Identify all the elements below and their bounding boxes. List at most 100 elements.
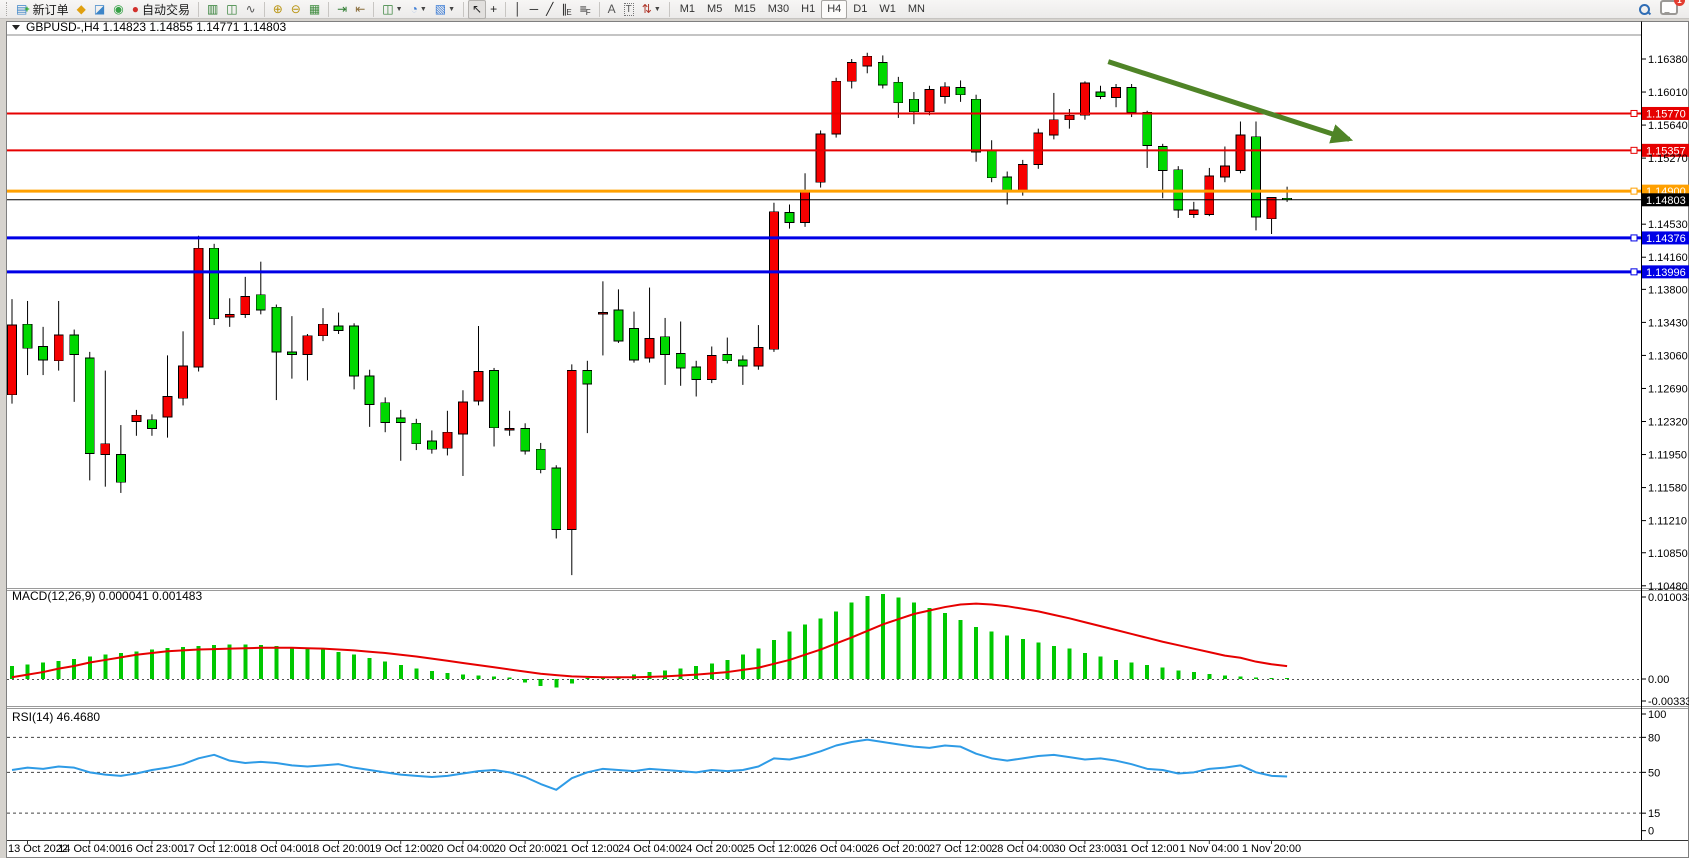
macd-histogram-bar bbox=[10, 665, 14, 679]
rsi-axis-label: 15 bbox=[1648, 808, 1660, 820]
macd-histogram-bar bbox=[849, 602, 854, 679]
candle-bullish bbox=[224, 313, 235, 318]
macd-histogram-bar bbox=[554, 679, 559, 688]
vertical-line-button[interactable]: │ bbox=[510, 0, 526, 19]
chart-bars-button[interactable]: ▥ bbox=[203, 0, 222, 19]
crosshair-button[interactable]: + bbox=[486, 0, 501, 19]
macd-histogram-bar bbox=[1269, 678, 1274, 679]
news-signal-button[interactable]: ◉ bbox=[109, 0, 127, 19]
period-selector-button[interactable]: ◔ ▼ bbox=[407, 0, 431, 19]
new-order-button[interactable]: ▤+ 新订单 bbox=[12, 0, 73, 19]
line-handle[interactable] bbox=[1630, 268, 1638, 276]
line-handle[interactable] bbox=[1630, 146, 1638, 154]
template-selector-icon: ▧ bbox=[434, 1, 447, 16]
line-handle[interactable] bbox=[1630, 234, 1638, 242]
line-handle[interactable] bbox=[1630, 187, 1638, 195]
candle-bearish bbox=[551, 467, 562, 530]
line-handle[interactable] bbox=[1630, 109, 1638, 117]
zoom-out-button[interactable]: ⊖ bbox=[287, 0, 305, 19]
cursor-button[interactable]: ↖ bbox=[468, 0, 487, 19]
tf-h4-button[interactable]: H4 bbox=[821, 0, 848, 19]
candle-bullish bbox=[1204, 175, 1215, 215]
new-chart-icon: ◫ bbox=[382, 1, 394, 16]
zoom-out-icon: ⊖ bbox=[290, 1, 301, 16]
macd-histogram-bar bbox=[1067, 648, 1072, 679]
tf-m15-button[interactable]: M15 bbox=[734, 3, 756, 15]
template-selector-button[interactable]: ▧ ▼ bbox=[431, 0, 459, 19]
macd-pane[interactable] bbox=[7, 594, 1641, 688]
tile-windows-button[interactable]: ▦ bbox=[305, 0, 324, 19]
chart-collapse-icon[interactable] bbox=[12, 25, 20, 30]
text-button[interactable]: A bbox=[604, 0, 620, 19]
macd-histogram-bar bbox=[445, 672, 450, 679]
chart-window[interactable]: 1.157701.153571.149001.143761.139961.148… bbox=[0, 19, 1689, 858]
fibonacci-button[interactable]: ≡ F bbox=[576, 0, 595, 19]
toolbar-separator bbox=[668, 1, 670, 17]
contacts-icon: ◪ bbox=[93, 1, 106, 16]
candle-bullish bbox=[7, 324, 17, 396]
auto-scroll-button[interactable]: ⇥ bbox=[333, 0, 351, 19]
chart-line-button[interactable]: ∿ bbox=[242, 0, 260, 19]
candle-bearish bbox=[1142, 112, 1153, 147]
zoom-in-button[interactable]: ⊕ bbox=[269, 0, 287, 19]
candle-bullish bbox=[769, 211, 779, 350]
rsi-axis-label: 80 bbox=[1648, 732, 1660, 744]
price-axis-label: 1.14160 bbox=[1648, 252, 1688, 264]
autotrading-button[interactable]: ● 自动交易 bbox=[128, 0, 194, 19]
period-selector-caret-icon: ▼ bbox=[419, 5, 427, 13]
chart-candles-button[interactable]: ◫ bbox=[222, 0, 241, 19]
macd-histogram-bar bbox=[352, 654, 357, 679]
fibonacci-sub-label: F bbox=[585, 7, 591, 17]
macd-histogram-bar bbox=[694, 665, 699, 679]
autotrading-icon: ● bbox=[131, 1, 139, 16]
main-price-pane[interactable]: 1.157701.153571.149001.143761.139961.148… bbox=[7, 52, 1689, 576]
macd-histogram-bar bbox=[41, 662, 46, 679]
text-icon: A bbox=[607, 1, 616, 16]
tf-w1-button[interactable]: W1 bbox=[879, 3, 896, 15]
tf-m30-button[interactable]: M30 bbox=[767, 3, 790, 15]
new-order-label: 新订单 bbox=[32, 2, 69, 17]
candle-bearish bbox=[784, 212, 795, 223]
chart-shift-button[interactable]: ⇤ bbox=[351, 0, 369, 19]
new-chart-caret-icon: ▼ bbox=[395, 5, 403, 13]
candle-bearish bbox=[395, 417, 406, 423]
contacts-button[interactable]: ◪ bbox=[90, 0, 109, 19]
horizontal-line-button[interactable]: ─ bbox=[526, 0, 543, 19]
macd-histogram-bar bbox=[538, 679, 543, 686]
chart-window-frame bbox=[6, 21, 1689, 858]
macd-histogram-bar bbox=[134, 651, 139, 679]
price-axis-label: 1.11950 bbox=[1648, 450, 1687, 462]
fibonacci-icon: ≡ bbox=[579, 1, 587, 16]
macd-histogram-bar bbox=[149, 649, 154, 679]
trend-line-button[interactable]: ╱ bbox=[542, 0, 557, 19]
search-icon[interactable] bbox=[1639, 3, 1650, 15]
arrows-button[interactable]: ⇅ ▼ bbox=[638, 0, 665, 19]
styles-button[interactable]: ◆ bbox=[73, 0, 90, 19]
toolbar-grip bbox=[6, 2, 9, 16]
trend-arrow[interactable] bbox=[1107, 59, 1354, 144]
resistance-2-price-label: 1.15357 bbox=[1646, 145, 1686, 157]
candle-bullish bbox=[473, 371, 484, 402]
tf-mn-button[interactable]: MN bbox=[907, 3, 925, 15]
macd-histogram-bar bbox=[880, 594, 885, 679]
tf-h1-button[interactable]: H1 bbox=[801, 3, 816, 15]
rsi-pane[interactable] bbox=[7, 736, 1641, 814]
macd-histogram-bar bbox=[87, 656, 92, 679]
equidistant-channel-button[interactable]: ∥ E bbox=[557, 0, 575, 19]
candle-bearish bbox=[380, 402, 391, 423]
chart-bars-icon: ▥ bbox=[206, 1, 219, 16]
candle-bearish bbox=[271, 306, 282, 353]
resistance-1-price-tag bbox=[1642, 106, 1689, 120]
new-chart-button[interactable]: ◫ ▼ bbox=[378, 0, 406, 19]
text-label-button[interactable]: T bbox=[620, 0, 638, 19]
time-axis-label: 14 Oct 04:00 bbox=[58, 843, 121, 855]
candle-bearish bbox=[349, 325, 360, 377]
candle-bearish bbox=[675, 353, 686, 369]
tf-m1-button[interactable]: M1 bbox=[679, 3, 696, 15]
new-order-icon: ▤+ bbox=[16, 1, 30, 16]
notifications-button[interactable]: 1 bbox=[1660, 0, 1685, 18]
tf-d1-button[interactable]: D1 bbox=[853, 3, 868, 15]
candle-bearish bbox=[209, 247, 220, 320]
tf-m5-button[interactable]: M5 bbox=[707, 3, 723, 15]
